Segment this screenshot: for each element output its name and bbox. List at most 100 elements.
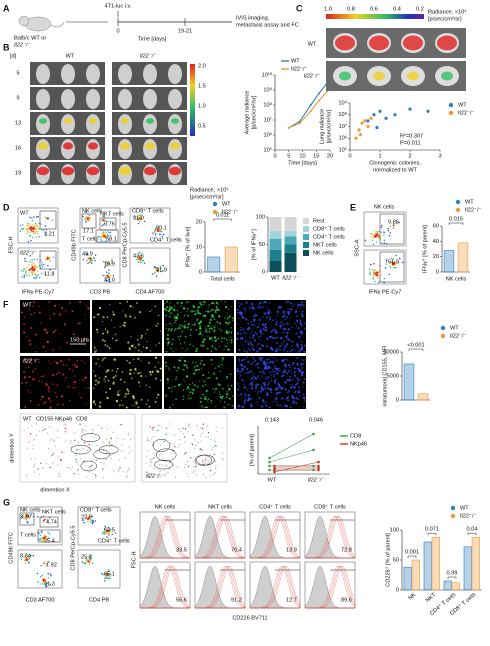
signal-dot <box>211 302 214 305</box>
signal-dot <box>217 383 220 386</box>
signal-dot <box>110 319 113 321</box>
signal-dot <box>111 311 114 313</box>
signal-dot <box>156 397 158 399</box>
flow-event <box>28 231 31 233</box>
signal-dot <box>224 345 226 347</box>
tsne-cell <box>48 426 51 428</box>
y-tick-label: 0 <box>262 269 265 275</box>
signal-dot <box>44 400 47 404</box>
signal-dot <box>267 382 270 385</box>
signal-dot <box>301 324 304 326</box>
flow-event <box>32 236 34 239</box>
day-label: 9 <box>16 95 19 101</box>
signal-dot <box>224 317 226 319</box>
tsne-cell <box>169 442 172 445</box>
flow-event <box>108 573 110 576</box>
legend-label: Il22⁻/⁻ <box>222 209 239 215</box>
signal-dot <box>62 373 65 376</box>
flow-event <box>374 233 376 235</box>
bioluminescence <box>87 166 99 176</box>
signal-dot <box>85 386 88 389</box>
flow-event <box>157 271 160 273</box>
signal-dot <box>244 386 247 389</box>
signal-dot <box>132 396 136 399</box>
signal-dot <box>258 342 260 345</box>
signal-dot <box>29 343 32 346</box>
label: 9.86 <box>388 219 399 225</box>
signal-dot <box>195 350 198 353</box>
signal-dot <box>32 300 36 304</box>
tsne-cell <box>152 429 154 431</box>
bar-segment <box>284 230 297 237</box>
signal-dot <box>244 340 247 342</box>
signal-dot <box>284 347 286 349</box>
signal-dot <box>276 341 279 345</box>
signal-dot <box>132 306 134 308</box>
signal-dot <box>297 350 300 353</box>
signal-dot <box>23 358 26 361</box>
signal-dot <box>275 403 278 406</box>
histogram-sample <box>140 565 191 609</box>
flow-event <box>36 236 38 238</box>
label: 41.9 <box>156 267 167 273</box>
signal-dot <box>186 326 189 329</box>
flow-event <box>135 218 137 220</box>
flow-event <box>43 582 46 584</box>
flow-event <box>375 273 378 276</box>
label: NK cells <box>20 507 41 513</box>
y-axis-label: [% of parent] <box>249 434 255 466</box>
signal-dot <box>98 377 101 379</box>
flow-event <box>384 267 387 269</box>
signal-dot <box>286 310 289 313</box>
signal-dot <box>301 315 304 318</box>
flow-event <box>106 536 108 538</box>
signal-dot <box>270 325 273 328</box>
signal-dot <box>179 324 181 327</box>
signal-dot <box>75 365 78 368</box>
signal-dot <box>249 384 251 386</box>
flow-event <box>40 530 43 533</box>
tsne-cell <box>45 462 47 464</box>
signal-dot <box>231 306 233 308</box>
label: FSC-H <box>131 551 137 568</box>
tsne-cell <box>128 446 131 448</box>
flow-event <box>27 269 29 272</box>
signal-dot <box>145 332 147 334</box>
signal-dot <box>303 359 305 362</box>
tsne-cell <box>81 428 83 431</box>
signal-dot <box>262 328 265 331</box>
signal-dot <box>169 313 172 315</box>
signal-dot <box>187 397 190 400</box>
gate <box>39 516 59 528</box>
flow-event <box>141 257 143 259</box>
signal-dot <box>192 305 196 308</box>
signal-dot <box>250 320 253 323</box>
flow-event <box>383 277 386 280</box>
flow-event <box>137 222 140 225</box>
tsne-cell <box>83 459 86 462</box>
flow-event <box>87 262 89 264</box>
signal-dot <box>296 319 299 323</box>
pair-point <box>268 468 271 472</box>
x-tick-label: Il22⁻/⁻ <box>308 477 326 483</box>
flow-event <box>104 261 107 264</box>
bar-segment <box>269 261 282 272</box>
tsne-cell <box>98 424 100 426</box>
signal-dot <box>55 361 58 365</box>
tsne-cell <box>75 458 77 461</box>
signal-dot <box>289 406 292 408</box>
signal-dot <box>147 399 149 401</box>
signal-dot <box>251 371 254 374</box>
signal-dot <box>151 309 153 312</box>
flow-event <box>370 263 372 266</box>
signal-dot <box>223 406 226 409</box>
flow-event <box>137 259 139 261</box>
signal-dot <box>270 391 273 393</box>
signal-dot <box>293 367 296 370</box>
tsne-cell <box>121 424 123 426</box>
flow-event <box>33 277 35 279</box>
tsne-cell <box>215 465 217 467</box>
histogram-sample <box>305 566 356 609</box>
bioluminescence <box>169 166 181 176</box>
flow-event <box>368 268 371 271</box>
